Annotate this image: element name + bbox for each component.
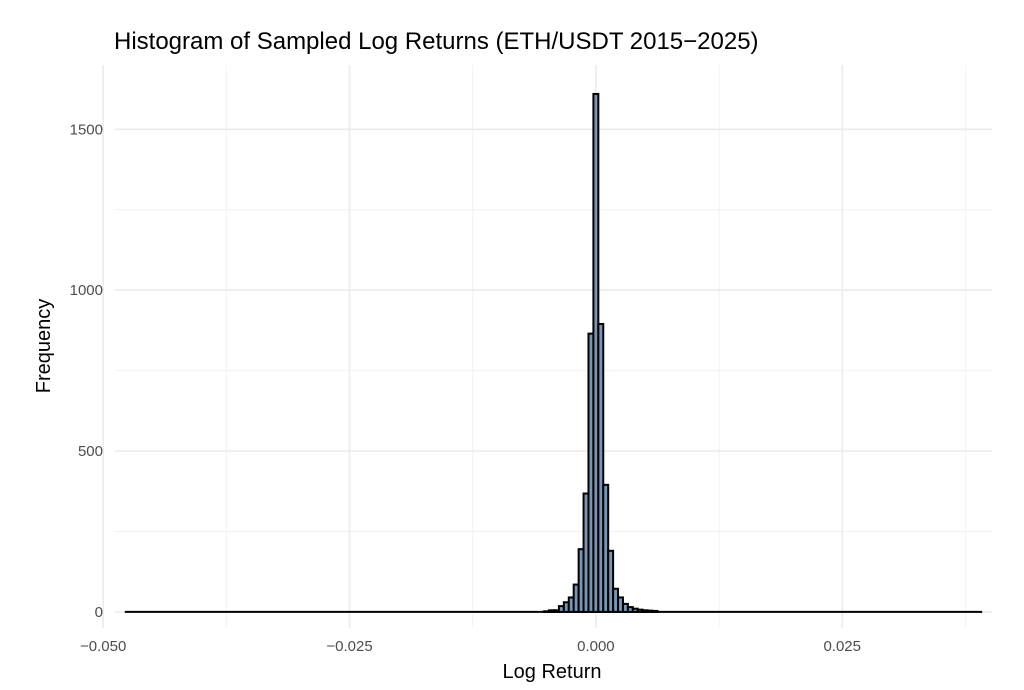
x-tick-label: −0.050 [80, 638, 126, 655]
bars-layer [124, 92, 983, 613]
y-tick-label: 1500 [70, 121, 103, 138]
y-axis-title: Frequency [33, 299, 55, 394]
grid-layer [102, 65, 992, 628]
x-axis-title: Log Return [503, 661, 602, 683]
y-tick-label: 0 [95, 604, 103, 621]
axis-layer: −0.050 −0.025 0.000 0.025 0 500 1000 1500 [70, 121, 861, 655]
histogram-bar [651, 609, 659, 613]
x-tick-label: 0.025 [823, 638, 861, 655]
histogram-bar [607, 549, 615, 613]
histogram-bar [597, 322, 605, 613]
x-tick-label: −0.025 [326, 638, 372, 655]
y-tick-label: 500 [78, 443, 103, 460]
histogram-bar [602, 483, 610, 613]
x-tick-label: 0.000 [577, 638, 615, 655]
y-tick-label: 1000 [70, 282, 103, 299]
chart-title: Histogram of Sampled Log Returns (ETH/US… [114, 28, 759, 55]
